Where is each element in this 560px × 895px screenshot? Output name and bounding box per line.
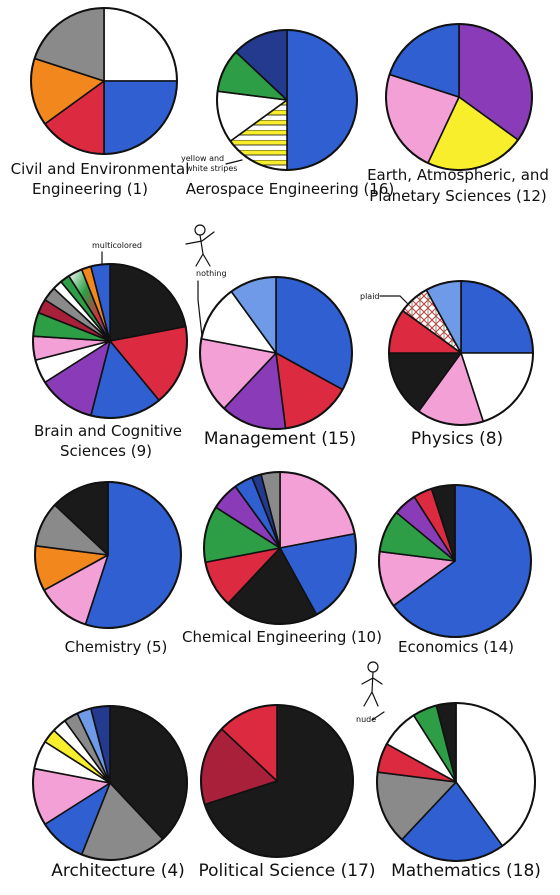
pie-architecture	[32, 705, 188, 861]
pie-outline	[385, 23, 533, 171]
pie-outline	[378, 484, 532, 638]
pie-outline	[199, 276, 353, 430]
annotation-arrow	[371, 711, 385, 721]
pie-outline	[200, 704, 354, 858]
stick-figure-icon	[361, 661, 383, 707]
pie-subtitle: Sciences (9)	[60, 442, 152, 460]
pie-slice-blue	[286, 29, 358, 171]
pie-title: Architecture (4)	[51, 861, 185, 881]
pie-chemical-engineering	[203, 471, 357, 625]
pie-brain-cognitive	[32, 263, 188, 419]
pie-outline	[216, 29, 358, 171]
pie-title: Political Science (17)	[199, 861, 376, 881]
pie-earth-atmospheric	[385, 23, 533, 171]
pie-mathematics	[376, 702, 536, 862]
pie-outline	[30, 7, 178, 155]
pie-subtitle: Planetary Sciences (12)	[369, 187, 547, 205]
annotation-label: white stripes	[186, 164, 237, 173]
pie-title: Mathematics (18)	[391, 861, 541, 881]
pie-outline	[32, 705, 188, 861]
pie-slice-blue	[103, 80, 178, 155]
pie-title: Earth, Atmospheric, and	[367, 166, 549, 184]
pie-outline	[32, 263, 188, 419]
annotation-arrow	[197, 280, 203, 337]
pie-aerospace	[216, 29, 358, 171]
pie-outline	[34, 481, 182, 629]
pie-outline	[376, 702, 536, 862]
pie-outline	[388, 280, 534, 426]
annotation-arrow	[379, 295, 409, 305]
pie-title: Civil and Environmental	[11, 160, 190, 178]
pie-title: Chemical Engineering (10)	[182, 628, 382, 646]
pie-title: Brain and Cognitive	[34, 422, 182, 440]
pie-civil-environmental	[30, 7, 178, 155]
pie-title: Physics (8)	[411, 429, 503, 449]
pie-title: Management (15)	[204, 429, 356, 449]
pie-title: Aerospace Engineering (16)	[186, 180, 395, 198]
pie-slice-white	[103, 7, 178, 82]
pie-subtitle: Engineering (1)	[32, 180, 148, 198]
stick-figure-icon	[185, 224, 215, 267]
annotation-arrow	[225, 159, 243, 165]
annotation-label: nude	[356, 715, 376, 724]
annotation-label: nothing	[196, 269, 227, 278]
pie-outline	[203, 471, 357, 625]
pie-management	[199, 276, 353, 430]
pie-title: Economics (14)	[398, 638, 514, 656]
pie-political-science	[200, 704, 354, 858]
annotation-label: yellow and	[181, 154, 224, 163]
pie-physics	[388, 280, 534, 426]
annotation-label: multicolored	[92, 241, 142, 250]
pie-title: Chemistry (5)	[65, 638, 168, 656]
pie-chemistry	[34, 481, 182, 629]
annotation-label: plaid	[360, 292, 380, 301]
pie-economics	[378, 484, 532, 638]
